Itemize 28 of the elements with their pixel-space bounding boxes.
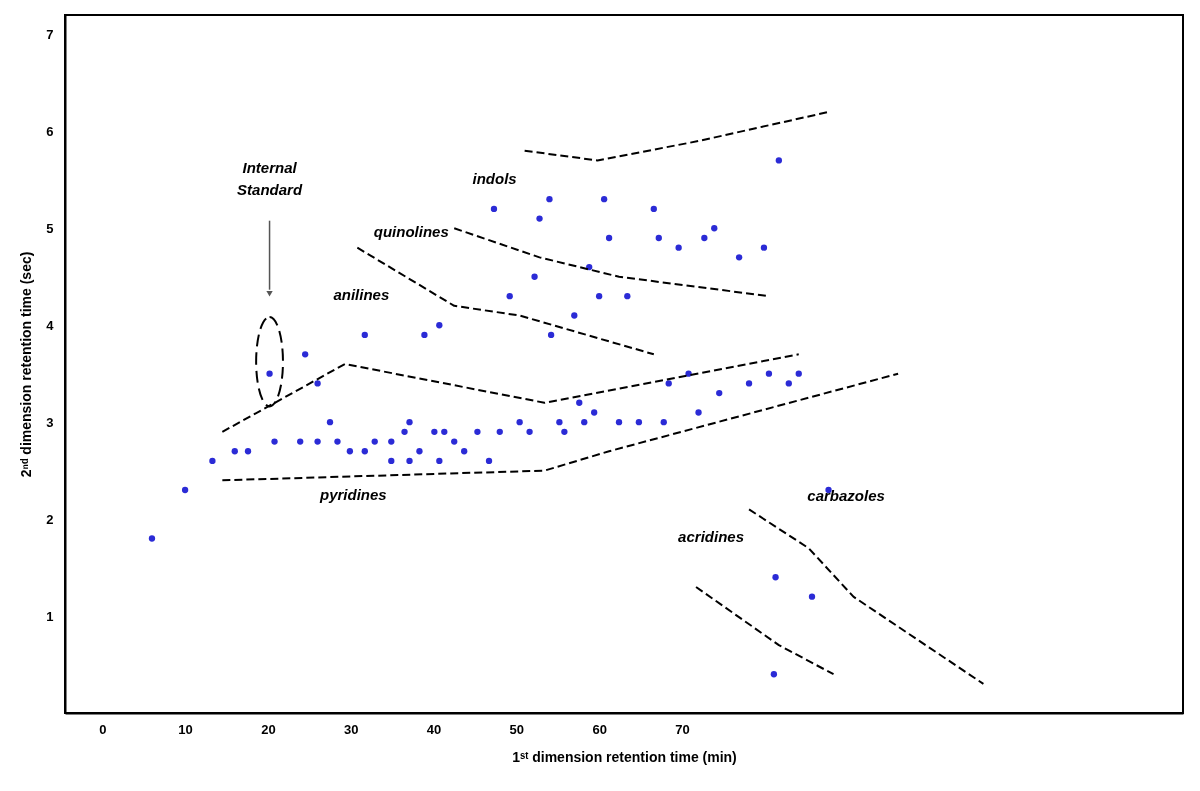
line-series (523, 110, 830, 162)
y-tick-label: 3 (46, 414, 54, 430)
x-tick-label: 20 (261, 721, 276, 737)
y-tick-label: 1 (46, 608, 54, 624)
annotation: carbazoles (807, 487, 885, 505)
y-tick-label: 6 (46, 123, 54, 139)
x-tick-label: 10 (178, 721, 193, 737)
annotation: acridines (678, 527, 744, 545)
annotation: Internal Standard (237, 158, 303, 198)
y-axis-title: 2ⁿᵈ dimension retention time (sec) (18, 251, 35, 478)
y-tick-label: 4 (46, 317, 55, 333)
x-tick-label: 40 (426, 721, 442, 737)
line-series (221, 353, 800, 433)
x-tick-label: 60 (592, 721, 607, 737)
x-tick-label: 30 (343, 721, 359, 737)
annotation: anilines (333, 285, 390, 303)
y-tick-label: 5 (46, 220, 54, 236)
x-tick-label: 70 (675, 721, 690, 737)
x-axis-title: 1ˢᵗ dimension retention time (min) (512, 748, 737, 765)
annotation: indols (472, 169, 517, 187)
x-tick-label: 50 (509, 721, 525, 737)
y-tick-label: 2 (46, 511, 54, 527)
line-series (221, 372, 900, 482)
annotation: pyridines (319, 486, 387, 504)
y-tick-label: 7 (46, 26, 54, 42)
line-series (748, 508, 985, 685)
x-tick-label: 0 (99, 721, 107, 737)
annotation: quinolines (373, 223, 449, 241)
